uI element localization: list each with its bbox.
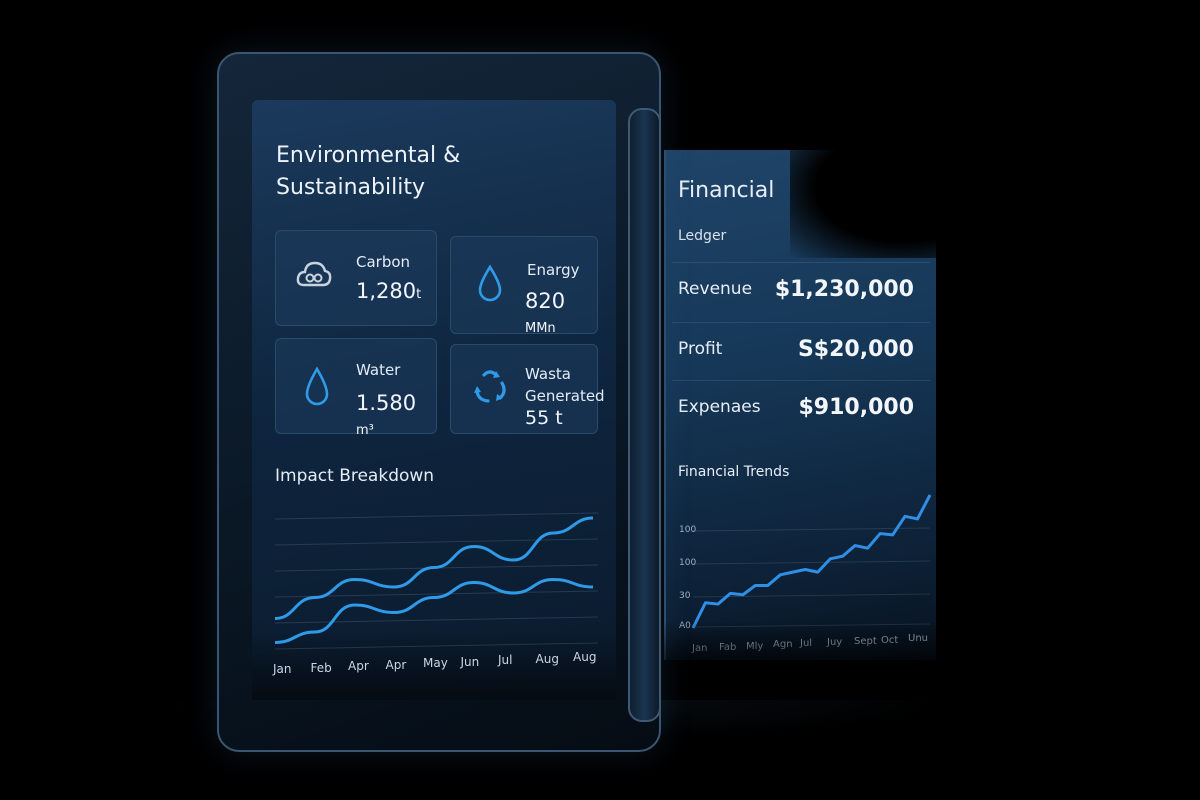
ledger-row-expenses[interactable]: Expenaes $910,000 xyxy=(672,380,930,436)
series-line xyxy=(691,494,932,629)
fade xyxy=(660,620,950,680)
environment-title: Environmental & Sustainability xyxy=(276,143,461,200)
y-tick: 30 xyxy=(679,591,691,601)
unit: m³ xyxy=(356,423,374,438)
y-tick: 100 xyxy=(679,525,697,535)
metric-label: Enargy xyxy=(527,261,580,279)
x-tick-label: Apr xyxy=(385,657,407,672)
financial-title: Financial xyxy=(678,178,775,203)
x-tick-label: Jun xyxy=(460,654,480,669)
metric-card-energy[interactable]: Enargy 820 MMn xyxy=(450,236,598,337)
metric-value: 1,280t xyxy=(356,279,421,303)
gridline xyxy=(274,512,599,520)
row-value: S$20,000 xyxy=(797,337,914,362)
ledger-label: Ledger xyxy=(678,228,727,244)
metric-card-carbon[interactable]: Carbon 1,280t xyxy=(275,230,437,326)
series-line-2 xyxy=(274,577,594,644)
gridline xyxy=(692,527,931,532)
row-value: $910,000 xyxy=(798,395,914,420)
unit: t xyxy=(555,407,563,429)
ledger-row-revenue[interactable]: Revenue $1,230,000 xyxy=(672,262,930,318)
x-tick-label: Aug xyxy=(573,650,597,664)
cloud-icon xyxy=(296,261,332,287)
drop-icon xyxy=(478,264,502,302)
value: 1.580 xyxy=(356,391,417,415)
side-handle[interactable] xyxy=(628,108,661,722)
ledger-row-profit[interactable]: Profit S$20,000 xyxy=(672,322,930,378)
panel-shadow xyxy=(790,140,950,258)
row-label: Revenue xyxy=(678,279,753,299)
x-tick-label: Aug xyxy=(535,651,559,666)
row-label: Profit xyxy=(678,339,723,359)
gridline xyxy=(274,590,599,598)
x-tick-label: Jan xyxy=(273,662,292,676)
metric-label: Wasta Generated xyxy=(525,365,605,405)
row-label: Expenaes xyxy=(678,397,761,417)
value: 1,280 xyxy=(356,279,417,303)
metric-card-water[interactable]: Water 1.580 m³ xyxy=(275,338,437,438)
metric-value: 820 MMn xyxy=(525,289,597,337)
metric-label: Carbon xyxy=(356,253,411,271)
drop-icon xyxy=(305,366,329,406)
metric-value: 1.580 m³ xyxy=(356,391,436,439)
x-tick-label: Feb xyxy=(310,660,332,675)
x-tick-label: Apr xyxy=(348,659,369,673)
row-value: $1,230,000 xyxy=(774,277,914,302)
metric-card-waste[interactable]: Wasta Generated 55 t xyxy=(450,344,605,434)
unit: t xyxy=(416,287,422,302)
recycle-icon xyxy=(474,370,506,403)
unit: MMn xyxy=(525,321,556,336)
gridline xyxy=(274,642,599,650)
value: 55 xyxy=(525,407,550,429)
x-tick-label: May xyxy=(423,656,448,670)
y-tick: 100 xyxy=(679,558,697,568)
metric-label: Water xyxy=(356,361,401,379)
gridline xyxy=(692,560,931,565)
value: 820 xyxy=(525,289,566,313)
gridline xyxy=(692,593,931,598)
series-line-1 xyxy=(274,516,594,620)
impact-breakdown-title: Impact Breakdown xyxy=(275,466,435,486)
financial-trends-title: Financial Trends xyxy=(678,464,790,480)
gridline xyxy=(274,616,599,624)
gridline xyxy=(274,538,599,546)
metric-value: 55 t xyxy=(525,407,563,429)
x-tick-label: Jul xyxy=(498,653,513,667)
